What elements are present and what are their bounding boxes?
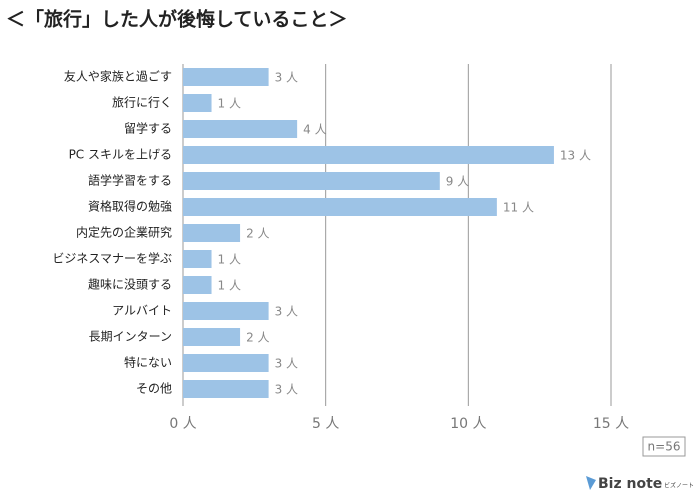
bar (183, 276, 212, 294)
x-tick-label: 15 人 (593, 416, 629, 432)
bar (183, 68, 269, 86)
bar (183, 120, 298, 138)
value-label: 3 人 (275, 305, 298, 319)
chart-title: ＜「旅行」した人が後悔していること＞ (6, 8, 347, 31)
value-label: 3 人 (275, 71, 298, 85)
value-label: 11 人 (503, 201, 534, 215)
bar (183, 198, 497, 216)
y-tick-label: PC スキルを上げる (69, 148, 172, 162)
logo: Biz note (598, 476, 662, 492)
value-label: 1 人 (218, 279, 241, 293)
value-label: 2 人 (246, 227, 269, 241)
value-label: 9 人 (446, 175, 469, 189)
value-label: 1 人 (218, 97, 241, 111)
y-tick-label: 趣味に没頭する (88, 277, 172, 292)
x-tick-label: 5 人 (312, 416, 339, 432)
note: n=56 (648, 440, 681, 454)
bar (183, 172, 440, 190)
bar (183, 94, 212, 112)
x-tick-label: 0 人 (169, 416, 196, 432)
y-tick-label: 資格取得の勉強 (88, 199, 172, 214)
bar (183, 224, 241, 242)
bar (183, 146, 554, 164)
logo-icon (586, 476, 596, 490)
y-tick-label: 留学する (124, 121, 172, 136)
bar (183, 380, 269, 398)
y-tick-label: 長期インターン (89, 330, 172, 344)
value-label: 3 人 (275, 357, 298, 371)
y-tick-label: その他 (136, 382, 172, 396)
value-label: 3 人 (275, 383, 298, 397)
bar (183, 328, 241, 346)
bar (183, 302, 269, 320)
y-tick-label: 内定先の企業研究 (76, 225, 172, 240)
y-tick-label: アルバイト (112, 304, 172, 318)
value-label: 2 人 (246, 331, 269, 345)
note-box (642, 436, 686, 457)
bar (183, 354, 269, 372)
y-tick-label: 旅行に行く (112, 96, 172, 110)
bar (183, 250, 212, 268)
y-tick-label: 語学学習をする (88, 173, 172, 188)
value-label: 1 人 (218, 253, 241, 267)
y-tick-label: 特にない (124, 355, 172, 370)
logo-sub: ビズノート (664, 482, 694, 490)
x-tick-label: 10 人 (450, 416, 486, 432)
y-tick-label: 友人や家族と過ごす (64, 69, 172, 84)
y-tick-label: ビジネスマナーを学ぶ (52, 251, 172, 266)
value-label: 13 人 (560, 149, 591, 163)
value-label: 4 人 (303, 123, 326, 137)
